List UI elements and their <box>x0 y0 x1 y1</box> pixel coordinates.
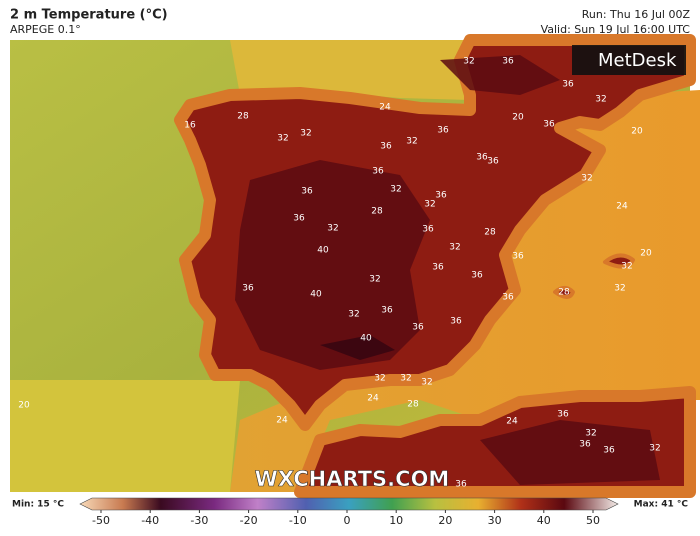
contour-label: 36 <box>381 306 393 316</box>
contour-label: 20 <box>631 127 643 137</box>
contour-label: 40 <box>317 246 329 256</box>
contour-label: 36 <box>432 263 444 273</box>
colorbar <box>79 497 619 511</box>
contour-label: 24 <box>367 394 379 404</box>
max-label: Max: 41 °C <box>634 500 689 510</box>
model: ARPEGE 0.1° <box>10 23 81 36</box>
contour-label: 36 <box>301 187 313 197</box>
contour-label: 36 <box>435 191 447 201</box>
contour-label: 36 <box>380 142 392 152</box>
contour-label: 28 <box>484 228 496 238</box>
contour-label: 36 <box>455 480 467 490</box>
colorbar-tick-label: 30 <box>488 514 502 527</box>
contour-label: 36 <box>562 80 574 90</box>
contour-label: 20 <box>18 401 30 411</box>
colorbar-tick-label: 50 <box>586 514 600 527</box>
contour-label: 32 <box>595 95 606 105</box>
colorbar-tick-label: 0 <box>344 514 351 527</box>
contour-label: 36 <box>372 167 384 177</box>
contour-label: 32 <box>581 174 592 184</box>
contour-label: 32 <box>277 134 288 144</box>
contour-label: 24 <box>276 416 288 426</box>
contour-label: 32 <box>421 378 432 388</box>
contour-label: 24 <box>506 417 518 427</box>
min-label: Min: 15 °C <box>12 500 64 510</box>
run: Run: Thu 16 Jul 00Z <box>582 8 691 21</box>
contour-label: 32 <box>369 275 380 285</box>
contour-label: 20 <box>640 249 652 259</box>
contour-label: 36 <box>471 271 483 281</box>
colorbar-tick-label: -40 <box>141 514 159 527</box>
colorbar-tick-label: -50 <box>92 514 110 527</box>
colorbar-tick-label: 10 <box>389 514 403 527</box>
contour-label: 32 <box>621 262 632 272</box>
contour-label: 20 <box>512 113 524 123</box>
contour-label: 40 <box>360 334 372 344</box>
contour-label: 36 <box>487 157 499 167</box>
contour-label: 36 <box>512 252 524 262</box>
contour-label: 36 <box>437 126 449 136</box>
contour-label: 24 <box>616 202 628 212</box>
contour-label: 24 <box>379 103 391 113</box>
contour-label: 40 <box>310 290 322 300</box>
contour-label: 36 <box>543 120 555 130</box>
contour-label: 36 <box>412 323 424 333</box>
contour-label: 36 <box>502 57 514 67</box>
contour-label: 32 <box>390 185 401 195</box>
contour-label: 36 <box>579 440 591 450</box>
contour-label: 32 <box>348 310 359 320</box>
contour-label: 28 <box>237 112 249 122</box>
colorbar-tick-label: -10 <box>289 514 307 527</box>
contour-label: 32 <box>649 444 660 454</box>
contour-label: 28 <box>407 400 419 410</box>
colorbar-tick-label: 20 <box>438 514 452 527</box>
valid: Valid: Sun 19 Jul 16:00 UTC <box>541 23 691 36</box>
contour-label: 36 <box>450 317 462 327</box>
contour-label: 36 <box>293 214 305 224</box>
contour-label: 32 <box>424 200 435 210</box>
contour-label: 36 <box>557 410 569 420</box>
contour-label: 32 <box>614 284 625 294</box>
contour-label: 28 <box>371 207 383 217</box>
colorbar-tick-label: 40 <box>537 514 551 527</box>
contour-label: 32 <box>449 243 460 253</box>
contour-label: 28 <box>558 288 570 298</box>
logo: MetDesk <box>598 50 677 71</box>
contour-label: 36 <box>242 284 254 294</box>
contour-label: 32 <box>406 137 417 147</box>
contour-label: 32 <box>400 374 411 384</box>
contour-label: 32 <box>327 224 338 234</box>
contour-label: 16 <box>184 121 196 131</box>
colorbar-tick-label: -30 <box>190 514 208 527</box>
colorbar-tick-label: -20 <box>240 514 258 527</box>
contour-label: 32 <box>463 57 474 67</box>
watermark: WXCHARTS.COM <box>255 467 450 491</box>
title: 2 m Temperature (°C) <box>10 8 168 23</box>
contour-label: 32 <box>300 129 311 139</box>
contour-label: 32 <box>585 429 596 439</box>
contour-label: 36 <box>422 225 434 235</box>
contour-label: 36 <box>502 293 514 303</box>
contour-label: 36 <box>603 446 615 456</box>
contour-label: 36 <box>476 153 488 163</box>
contour-label: 32 <box>374 374 385 384</box>
